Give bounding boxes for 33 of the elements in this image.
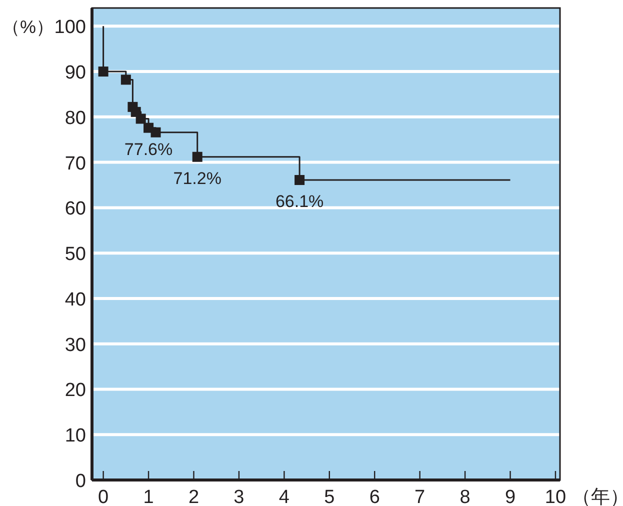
x-axis-title: （年） (572, 487, 623, 506)
annotation: 66.1% (275, 192, 324, 212)
y-tick-label: 60 (64, 198, 86, 220)
y-tick-label: 20 (64, 380, 86, 402)
x-tick-label: 7 (414, 487, 426, 506)
y-axis-title: （%） (2, 17, 54, 38)
y-tick-label: 10 (64, 426, 86, 447)
annotation: 77.6% (124, 140, 173, 159)
x-tick-label: 2 (188, 487, 200, 506)
x-tick-label: 0 (98, 487, 109, 506)
y-tick-label: 80 (64, 108, 86, 129)
x-tick-label: 8 (460, 487, 470, 506)
y-tick-label: 70 (64, 153, 86, 174)
y-tick-label: 0 (75, 471, 86, 492)
x-tick-label: 10 (544, 487, 566, 506)
x-tick-label: 3 (234, 487, 244, 506)
y-tick-label: 30 (64, 334, 86, 356)
x-tick-label: 1 (143, 487, 154, 506)
y-tick-label: 90 (64, 62, 86, 84)
point (120, 74, 131, 85)
x-tick-label: 5 (324, 487, 335, 506)
point (98, 66, 108, 77)
x-tick-label: 9 (504, 487, 516, 506)
x-tick-label: 6 (369, 487, 380, 506)
point (150, 127, 161, 138)
y-tick-label: 40 (64, 289, 86, 310)
point (294, 175, 305, 186)
y-tick-label: 100 (54, 17, 86, 38)
y-tick-label: 50 (64, 244, 86, 266)
point (192, 152, 202, 162)
x-tick-label: 4 (278, 487, 290, 506)
point (136, 114, 146, 124)
annotation: 71.2% (173, 168, 222, 188)
